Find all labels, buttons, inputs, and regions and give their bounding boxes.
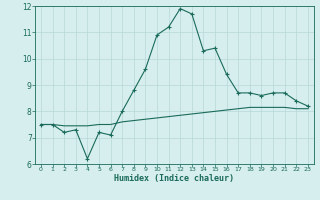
X-axis label: Humidex (Indice chaleur): Humidex (Indice chaleur) <box>115 174 235 183</box>
